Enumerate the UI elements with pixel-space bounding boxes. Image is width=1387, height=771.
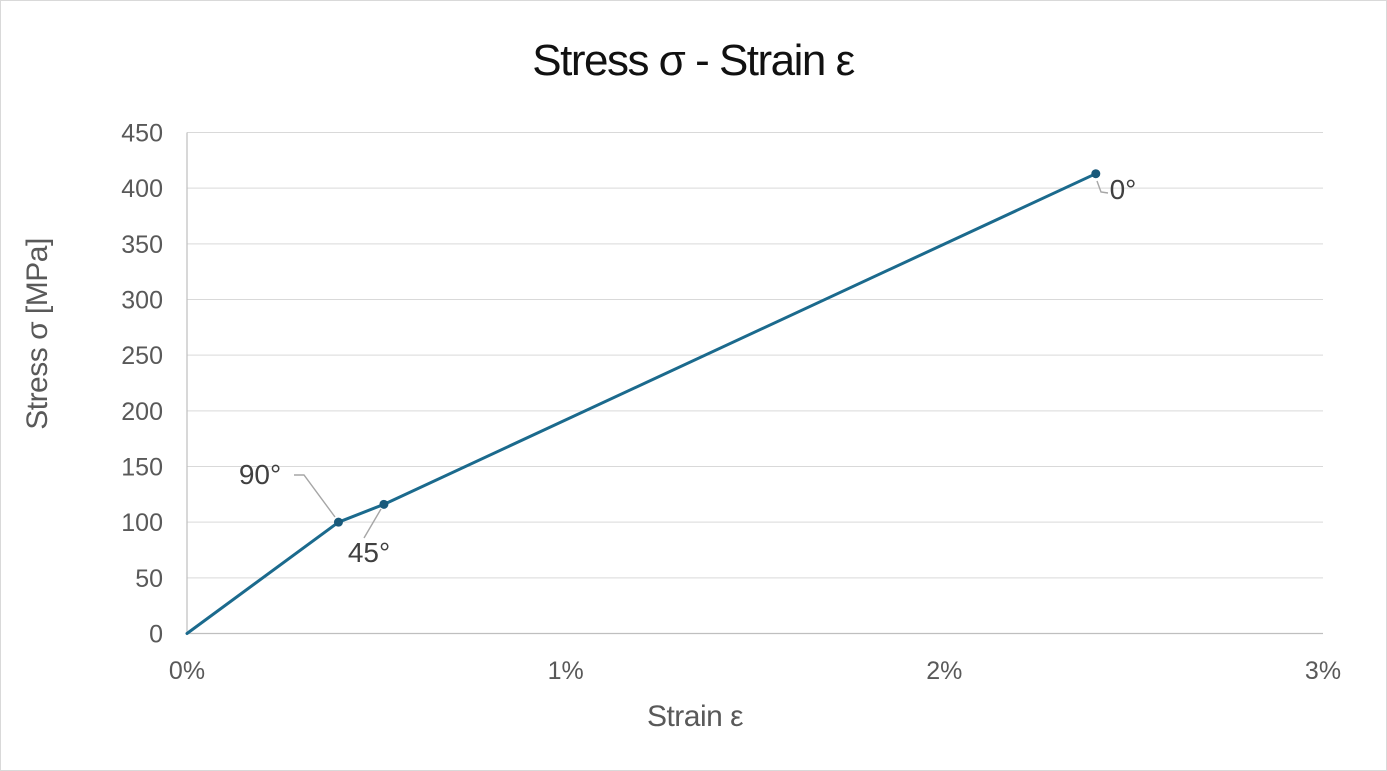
chart-title: Stress σ - Strain ε: [532, 36, 854, 85]
data-point-marker: [1091, 169, 1101, 179]
x-tick-label: 3%: [1305, 657, 1341, 685]
x-tick-labels: 0% 1% 2% 3%: [169, 657, 1341, 685]
data-label-group: 90° 45° 0°: [239, 174, 1137, 568]
y-tick-label: 0: [149, 621, 163, 649]
data-point-label: 0°: [1110, 174, 1137, 205]
leader-line: [363, 508, 382, 539]
y-tick-label: 350: [121, 231, 163, 259]
data-point-label: 90°: [239, 459, 281, 490]
gridlines: [187, 132, 1323, 579]
y-tick-label: 50: [135, 565, 163, 593]
y-tick-label: 300: [121, 287, 163, 315]
y-tick-label: 250: [121, 342, 163, 370]
data-point-label: 45°: [348, 537, 390, 568]
y-tick-labels: 0 50 100 150 200 250 300 350 400 450: [121, 120, 163, 649]
x-tick-label: 1%: [548, 657, 584, 685]
series-group: [185, 169, 1101, 635]
x-tick-label: 0%: [169, 657, 205, 685]
y-tick-label: 450: [121, 120, 163, 148]
x-axis-title: Strain ε: [647, 700, 743, 733]
leader-line: [294, 474, 336, 518]
leader-line: [1096, 180, 1109, 194]
data-point-marker: [333, 517, 343, 527]
y-tick-label: 100: [121, 509, 163, 537]
y-tick-label: 150: [121, 454, 163, 482]
x-tick-label: 2%: [926, 657, 962, 685]
y-tick-label: 200: [121, 398, 163, 426]
data-point-marker: [379, 499, 389, 509]
series-line: [185, 172, 1098, 635]
y-tick-label: 400: [121, 175, 163, 203]
axis-lines: [186, 132, 1323, 635]
y-axis-title: Stress σ [MPa]: [21, 238, 54, 430]
